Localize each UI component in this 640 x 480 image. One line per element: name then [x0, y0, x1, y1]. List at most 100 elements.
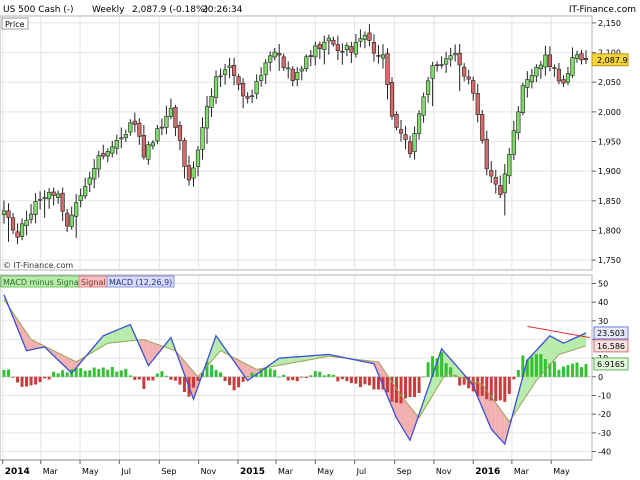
candle-body: [213, 76, 219, 98]
macd-legend: MACD minus Signal Signal MACD (12,26,9): [0, 275, 175, 288]
macd-signal-fill: [211, 335, 217, 362]
macd-tick-label: -40: [598, 448, 611, 457]
candle-body: [308, 55, 313, 57]
histogram-bar: [282, 374, 286, 377]
macd-signal-fill: [410, 406, 415, 441]
histogram-bar: [381, 376, 385, 390]
price-tick-label: 1,900: [598, 167, 621, 176]
histogram-bar: [557, 369, 561, 377]
candle-body: [114, 140, 119, 149]
x-tick-label: 2014: [5, 467, 30, 477]
histogram-value-label-box: [593, 357, 629, 371]
candle-body: [204, 106, 210, 129]
histogram-bar: [38, 376, 42, 383]
histogram-bar: [205, 361, 209, 377]
signal-value-label-box: [593, 339, 629, 353]
candle-body: [51, 191, 56, 196]
histogram-bar: [164, 375, 168, 377]
candle-body: [407, 141, 413, 154]
histogram-bar: [322, 375, 326, 377]
histogram-bar: [575, 362, 579, 377]
histogram-bar: [268, 368, 272, 377]
macd-value-label-box: [593, 326, 629, 340]
histogram-bar: [534, 354, 538, 377]
candle-body: [177, 125, 183, 141]
brand-label: IT-Finance.com: [569, 5, 636, 15]
candle-body: [173, 107, 178, 128]
macd-signal-fill: [283, 357, 289, 365]
macd-signal-fill: [148, 341, 153, 366]
histogram-bar: [25, 376, 29, 387]
macd-signal-fill: [572, 337, 577, 351]
candle-body: [168, 108, 174, 117]
macd-signal-fill: [306, 355, 311, 361]
histogram-bar: [74, 367, 78, 377]
candle-body: [416, 113, 422, 134]
price-tick-label: 2,050: [598, 78, 621, 87]
candle-body: [37, 199, 43, 201]
candle-body: [538, 64, 543, 70]
histogram-bar: [286, 376, 290, 381]
candle-body: [448, 55, 453, 60]
histogram-bar: [124, 368, 128, 377]
x-tick-label: 2016: [475, 467, 500, 477]
candle-body: [74, 202, 79, 217]
candle-body: [480, 114, 485, 141]
price-tick-label: 2,000: [598, 108, 621, 117]
candle-body: [47, 192, 52, 200]
candle-body: [511, 130, 516, 155]
macd-signal-fill: [554, 338, 559, 360]
candle-body: [475, 93, 480, 115]
price-panel-label-box: [1, 17, 29, 30]
histogram-bar: [246, 376, 250, 378]
candle-body: [322, 41, 327, 50]
candle-body: [19, 223, 25, 237]
histogram-bar: [151, 376, 155, 381]
candle-body: [286, 67, 291, 70]
histogram-bar: [232, 376, 236, 391]
time-label: 20:26:34: [202, 5, 243, 15]
histogram-bar: [20, 376, 24, 387]
macd-signal-fill: [22, 326, 27, 351]
candle-body: [552, 67, 557, 69]
x-tick-label: Mar: [43, 467, 59, 476]
candle-body: [344, 45, 349, 51]
candle-body: [78, 195, 83, 201]
histogram-bar: [390, 376, 394, 402]
histogram-bar: [399, 376, 403, 404]
histogram-bar: [241, 376, 245, 382]
candle-body: [543, 54, 548, 68]
histogram-bar: [47, 376, 51, 380]
histogram-bar: [228, 376, 232, 386]
macd-signal-fill: [274, 358, 280, 367]
candle-body: [241, 83, 246, 97]
macd-signal-fill: [26, 332, 32, 351]
histogram-bar: [516, 369, 520, 377]
candle-body: [150, 142, 155, 147]
histogram-bar: [458, 376, 462, 386]
macd-signal-fill: [495, 402, 501, 440]
x-tick-label: Sep: [397, 467, 412, 476]
histogram-bar: [146, 376, 150, 381]
candle-body: [263, 62, 268, 76]
macd-signal-fill: [567, 339, 573, 352]
macd-tick-label: 50: [598, 279, 608, 288]
macd-signal-fill: [220, 342, 226, 354]
histogram-bar: [34, 376, 38, 385]
histogram-bar: [480, 376, 484, 396]
candle-body: [394, 114, 399, 128]
candle-body: [326, 37, 331, 42]
candle-body: [471, 80, 476, 94]
histogram-bar: [178, 376, 182, 385]
histogram-bar: [11, 376, 15, 378]
x-tick-label: Mar: [514, 467, 530, 476]
histogram-bar: [255, 373, 259, 377]
candle-body: [371, 41, 377, 54]
macd-signal-fill: [107, 332, 113, 344]
legend-macd: MACD (12,26,9): [109, 278, 172, 287]
candle-body: [389, 82, 395, 117]
macd-signal-fill: [125, 324, 131, 342]
legend-signal: Signal: [81, 278, 106, 287]
macd-signal-fill: [504, 415, 510, 445]
macd-tick-label: 30: [598, 317, 608, 326]
